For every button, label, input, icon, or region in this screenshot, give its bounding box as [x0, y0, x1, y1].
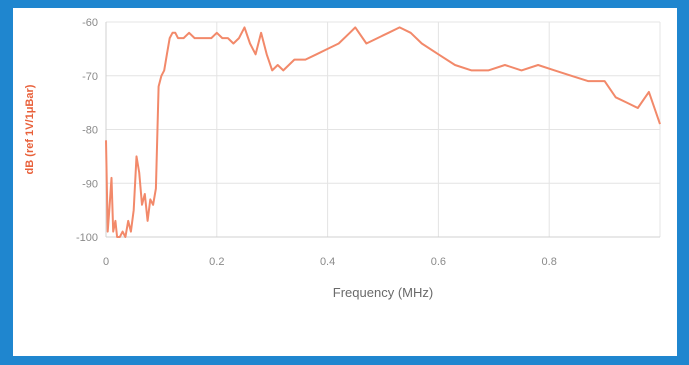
series-layer: [105, 26, 661, 238]
series-line: [105, 26, 661, 238]
y-axis-title: dB (ref 1V/1μBar): [24, 84, 36, 174]
x-tick-label: 0.2: [209, 256, 224, 268]
y-tick-label: -60: [82, 17, 98, 29]
y-tick-label: -80: [82, 125, 98, 137]
x-axis-title: Frequency (MHz): [333, 285, 433, 300]
chart-panel: -100 -90 -80 -70 -60 0 0.2 0.4 0.6 0.8 Frequency …: [13, 8, 677, 356]
tick-labels: -100 -90 -80 -70 -60 0 0.2 0.4 0.6 0.8: [76, 17, 557, 268]
x-tick-label: 0.8: [542, 256, 557, 268]
grid: [105, 21, 661, 238]
frequency-response-chart: -100 -90 -80 -70 -60 0 0.2 0.4 0.6 0.8 Frequency …: [24, 17, 661, 300]
y-tick-label: -90: [82, 178, 98, 190]
x-tick-label: 0.6: [431, 256, 446, 268]
x-tick-label: 0.4: [320, 256, 335, 268]
y-tick-label: -100: [76, 232, 98, 244]
x-tick-label: 0: [103, 256, 109, 268]
axes: [105, 22, 660, 238]
y-tick-label: -70: [82, 71, 98, 83]
